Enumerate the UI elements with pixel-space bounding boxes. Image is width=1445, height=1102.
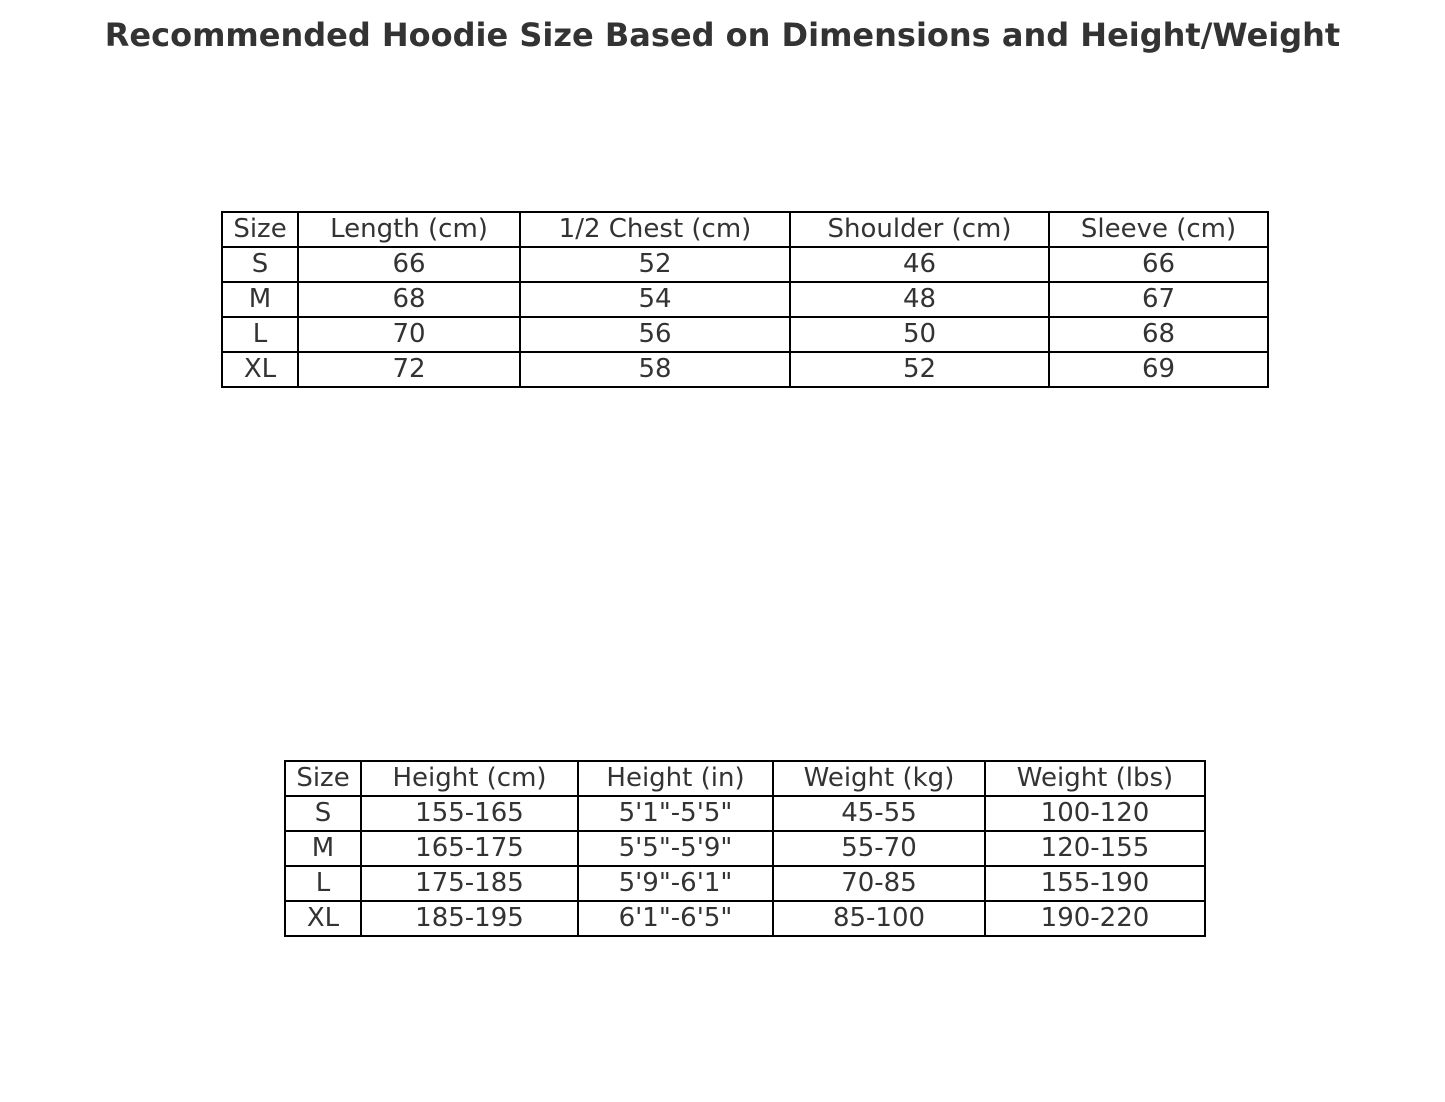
column-header: Height (cm)	[360, 760, 579, 797]
table-cell: L	[221, 316, 299, 353]
table-cell: 54	[519, 281, 791, 318]
table-cell: 56	[519, 316, 791, 353]
table-row: XL 185-195 6'1"-6'5" 85-100 190-220	[284, 900, 1206, 937]
header-row: Size Height (cm) Height (in) Weight (kg) Wei…	[284, 760, 1206, 797]
column-header: Size	[284, 760, 362, 797]
garment-dimensions-table: Size Length (cm) 1/2 Chest (cm) Shoulder (c…	[221, 211, 1269, 388]
table-cell: 69	[1048, 351, 1269, 388]
column-header: Sleeve (cm)	[1048, 211, 1269, 248]
table-cell: 155-190	[984, 865, 1206, 902]
table-cell: XL	[221, 351, 299, 388]
header-row: Size Length (cm) 1/2 Chest (cm) Shoulder (c…	[221, 211, 1269, 248]
table-cell: 185-195	[360, 900, 579, 937]
column-header: Weight (lbs)	[984, 760, 1206, 797]
table-row: S 155-165 5'1"-5'5" 45-55 100-120	[284, 795, 1206, 832]
table-cell: 165-175	[360, 830, 579, 867]
table-cell: 5'9"-6'1"	[577, 865, 774, 902]
table-cell: 68	[297, 281, 521, 318]
column-header: Shoulder (cm)	[789, 211, 1050, 248]
table-row: XL 72 58 52 69	[221, 351, 1269, 388]
table-row: M 165-175 5'5"-5'9" 55-70 120-155	[284, 830, 1206, 867]
table-row: L 175-185 5'9"-6'1" 70-85 155-190	[284, 865, 1206, 902]
table-cell: S	[284, 795, 362, 832]
table-cell: 66	[297, 246, 521, 283]
table-cell: 52	[789, 351, 1050, 388]
table-cell: 55-70	[772, 830, 986, 867]
height-weight-table: Size Height (cm) Height (in) Weight (kg) Wei…	[284, 760, 1206, 937]
table-cell: 46	[789, 246, 1050, 283]
table-cell: 70-85	[772, 865, 986, 902]
table-cell: 67	[1048, 281, 1269, 318]
table-cell: 50	[789, 316, 1050, 353]
table-row: S 66 52 46 66	[221, 246, 1269, 283]
table-cell: M	[284, 830, 362, 867]
column-header: Length (cm)	[297, 211, 521, 248]
table-cell: 6'1"-6'5"	[577, 900, 774, 937]
table-cell: 72	[297, 351, 521, 388]
figure-title: Recommended Hoodie Size Based on Dimensi…	[104, 16, 1341, 54]
table-cell: 58	[519, 351, 791, 388]
table-cell: 5'1"-5'5"	[577, 795, 774, 832]
table-cell: 100-120	[984, 795, 1206, 832]
table-cell: 155-165	[360, 795, 579, 832]
column-header: Weight (kg)	[772, 760, 986, 797]
table-cell: 68	[1048, 316, 1269, 353]
table-cell: 120-155	[984, 830, 1206, 867]
table-cell: 66	[1048, 246, 1269, 283]
table-cell: 52	[519, 246, 791, 283]
table-cell: L	[284, 865, 362, 902]
table-cell: XL	[284, 900, 362, 937]
table-cell: 85-100	[772, 900, 986, 937]
table-cell: 45-55	[772, 795, 986, 832]
column-header: Height (in)	[577, 760, 774, 797]
table-cell: 48	[789, 281, 1050, 318]
table-cell: 5'5"-5'9"	[577, 830, 774, 867]
table-cell: 175-185	[360, 865, 579, 902]
table-cell: M	[221, 281, 299, 318]
column-header: Size	[221, 211, 299, 248]
table-cell: 190-220	[984, 900, 1206, 937]
table-cell: 70	[297, 316, 521, 353]
table-cell: S	[221, 246, 299, 283]
column-header: 1/2 Chest (cm)	[519, 211, 791, 248]
table-row: M 68 54 48 67	[221, 281, 1269, 318]
table-row: L 70 56 50 68	[221, 316, 1269, 353]
